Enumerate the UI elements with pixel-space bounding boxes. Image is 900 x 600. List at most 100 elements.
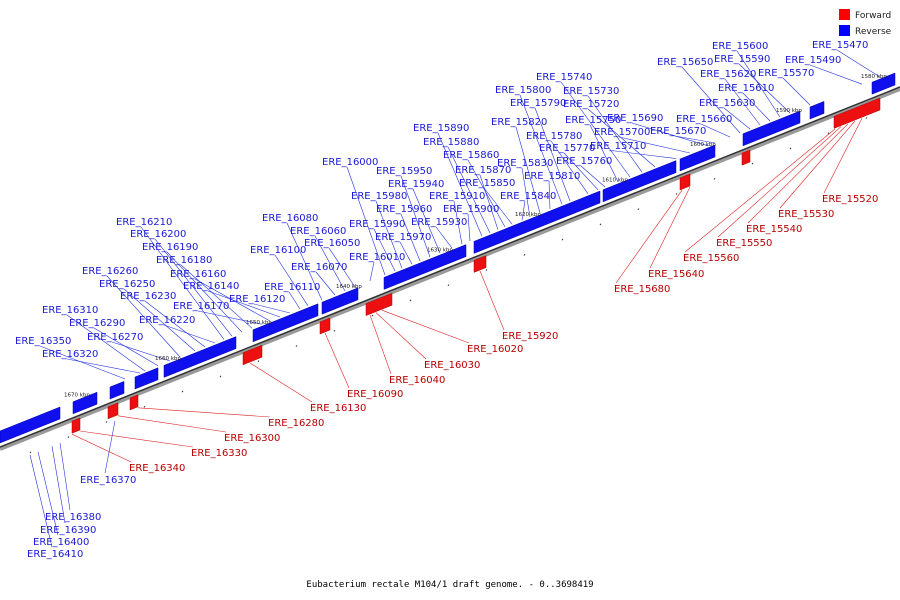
reverse-gene[interactable] xyxy=(321,287,359,315)
gene-label-reverse[interactable]: ERE_15830 xyxy=(497,158,553,169)
gene-label-reverse[interactable]: ERE_15990 xyxy=(349,219,405,230)
gene-label-forward[interactable]: ERE_15560 xyxy=(683,253,739,264)
gene-label-reverse[interactable]: ERE_16180 xyxy=(156,255,212,266)
gene-label-reverse[interactable]: ERE_16100 xyxy=(250,245,306,256)
gene-label-reverse[interactable]: ERE_15780 xyxy=(526,131,582,142)
reverse-gene[interactable] xyxy=(134,367,159,390)
forward-gene[interactable] xyxy=(129,394,139,411)
gene-label-reverse[interactable]: ERE_15470 xyxy=(812,40,868,51)
gene-label-reverse[interactable]: ERE_15650 xyxy=(657,57,713,68)
gene-label-forward[interactable]: ERE_15530 xyxy=(778,209,834,220)
gene-label-reverse[interactable]: ERE_15840 xyxy=(500,191,556,202)
forward-gene[interactable] xyxy=(71,417,81,434)
gene-label-reverse[interactable]: ERE_16380 xyxy=(45,512,101,523)
gene-label-reverse[interactable]: ERE_16250 xyxy=(99,279,155,290)
gene-label-forward[interactable]: ERE_15550 xyxy=(716,238,772,249)
gene-label-forward[interactable]: ERE_15680 xyxy=(614,284,670,295)
gene-label-reverse[interactable]: ERE_15870 xyxy=(455,165,511,176)
gene-label-reverse[interactable]: ERE_15720 xyxy=(563,99,619,110)
gene-label-forward[interactable]: ERE_16280 xyxy=(268,418,324,429)
gene-label-reverse[interactable]: ERE_15930 xyxy=(411,217,467,228)
gene-label-reverse[interactable]: ERE_16080 xyxy=(262,213,318,224)
forward-gene[interactable] xyxy=(833,97,881,129)
gene-label-reverse[interactable]: ERE_16400 xyxy=(33,537,89,548)
forward-gene[interactable] xyxy=(107,402,119,420)
gene-label-reverse[interactable]: ERE_15700 xyxy=(594,127,650,138)
gene-label-reverse[interactable]: ERE_16050 xyxy=(304,238,360,249)
gene-label-reverse[interactable]: ERE_15950 xyxy=(376,166,432,177)
gene-label-reverse[interactable]: ERE_16210 xyxy=(116,217,172,228)
gene-label-reverse[interactable]: ERE_16110 xyxy=(264,282,320,293)
gene-label-reverse[interactable]: ERE_15970 xyxy=(375,232,431,243)
reverse-gene[interactable] xyxy=(871,72,896,95)
gene-label-forward[interactable]: ERE_15640 xyxy=(648,269,704,280)
gene-label-reverse[interactable]: ERE_16070 xyxy=(291,262,347,273)
gene-label-reverse[interactable]: ERE_15660 xyxy=(676,114,732,125)
gene-label-forward[interactable]: ERE_16040 xyxy=(389,375,445,386)
gene-label-reverse[interactable]: ERE_15940 xyxy=(388,179,444,190)
gene-label-reverse[interactable]: ERE_15760 xyxy=(556,156,612,167)
gene-label-forward[interactable]: ERE_15520 xyxy=(822,194,878,205)
gene-label-forward[interactable]: ERE_16340 xyxy=(129,463,185,474)
gene-label-reverse[interactable]: ERE_16190 xyxy=(142,242,198,253)
gene-label-forward[interactable]: ERE_16130 xyxy=(310,403,366,414)
gene-label-reverse[interactable]: ERE_16170 xyxy=(173,301,229,312)
forward-gene[interactable] xyxy=(242,344,263,366)
gene-label-reverse[interactable]: ERE_16290 xyxy=(69,318,125,329)
gene-label-reverse[interactable]: ERE_15790 xyxy=(510,98,566,109)
gene-label-reverse[interactable]: ERE_16270 xyxy=(87,332,143,343)
gene-label-reverse[interactable]: ERE_16120 xyxy=(229,294,285,305)
gene-label-forward[interactable]: ERE_16300 xyxy=(224,433,280,444)
gene-label-forward[interactable]: ERE_16030 xyxy=(424,360,480,371)
gene-label-reverse[interactable]: ERE_16410 xyxy=(27,549,83,560)
forward-gene[interactable] xyxy=(679,173,691,191)
gene-label-reverse[interactable]: ERE_15910 xyxy=(429,191,485,202)
gene-label-reverse[interactable]: ERE_15900 xyxy=(443,204,499,215)
gene-label-reverse[interactable]: ERE_16320 xyxy=(42,349,98,360)
gene-label-reverse[interactable]: ERE_15490 xyxy=(785,55,841,66)
gene-label-forward[interactable]: ERE_15920 xyxy=(502,331,558,342)
gene-label-reverse[interactable]: ERE_15880 xyxy=(423,137,479,148)
gene-label-reverse[interactable]: ERE_15730 xyxy=(563,86,619,97)
forward-gene[interactable] xyxy=(473,255,487,273)
gene-label-reverse[interactable]: ERE_16350 xyxy=(15,336,71,347)
reverse-gene[interactable] xyxy=(252,303,319,343)
gene-label-reverse[interactable]: ERE_15850 xyxy=(459,178,515,189)
reverse-gene[interactable] xyxy=(72,391,98,415)
reverse-gene[interactable] xyxy=(109,381,125,400)
gene-label-reverse[interactable]: ERE_16220 xyxy=(139,315,195,326)
gene-label-reverse[interactable]: ERE_15820 xyxy=(491,117,547,128)
gene-label-forward[interactable]: ERE_16090 xyxy=(347,389,403,400)
gene-label-forward[interactable]: ERE_15540 xyxy=(746,224,802,235)
gene-label-reverse[interactable]: ERE_16310 xyxy=(42,305,98,316)
reverse-gene[interactable] xyxy=(383,244,467,290)
reverse-gene[interactable] xyxy=(473,190,601,254)
gene-label-reverse[interactable]: ERE_15590 xyxy=(714,54,770,65)
gene-label-reverse[interactable]: ERE_15610 xyxy=(718,83,774,94)
reverse-gene[interactable] xyxy=(679,144,716,172)
gene-label-reverse[interactable]: ERE_16000 xyxy=(322,157,378,168)
gene-label-reverse[interactable]: ERE_15980 xyxy=(351,191,407,202)
reverse-gene[interactable] xyxy=(602,160,677,203)
gene-label-forward[interactable]: ERE_16020 xyxy=(467,344,523,355)
reverse-gene[interactable] xyxy=(809,101,825,120)
forward-gene[interactable] xyxy=(319,317,331,335)
forward-gene[interactable] xyxy=(365,292,393,316)
gene-label-reverse[interactable]: ERE_16140 xyxy=(183,281,239,292)
reverse-gene[interactable] xyxy=(742,110,801,147)
gene-label-reverse[interactable]: ERE_15890 xyxy=(413,123,469,134)
gene-label-reverse[interactable]: ERE_15860 xyxy=(443,150,499,161)
forward-gene[interactable] xyxy=(741,149,751,166)
gene-label-reverse[interactable]: ERE_16200 xyxy=(130,229,186,240)
gene-label-reverse[interactable]: ERE_15750 xyxy=(565,115,621,126)
gene-label-reverse[interactable]: ERE_16230 xyxy=(120,291,176,302)
gene-label-reverse[interactable]: ERE_16160 xyxy=(170,269,226,280)
reverse-gene[interactable] xyxy=(163,336,237,378)
gene-label-forward[interactable]: ERE_16330 xyxy=(191,448,247,459)
gene-label-reverse[interactable]: ERE_15800 xyxy=(495,85,551,96)
gene-label-reverse[interactable]: ERE_15770 xyxy=(539,143,595,154)
gene-label-reverse[interactable]: ERE_15960 xyxy=(376,204,432,215)
gene-label-reverse[interactable]: ERE_15670 xyxy=(650,126,706,137)
gene-label-reverse[interactable]: ERE_16260 xyxy=(82,266,138,277)
gene-label-reverse[interactable]: ERE_15570 xyxy=(758,68,814,79)
